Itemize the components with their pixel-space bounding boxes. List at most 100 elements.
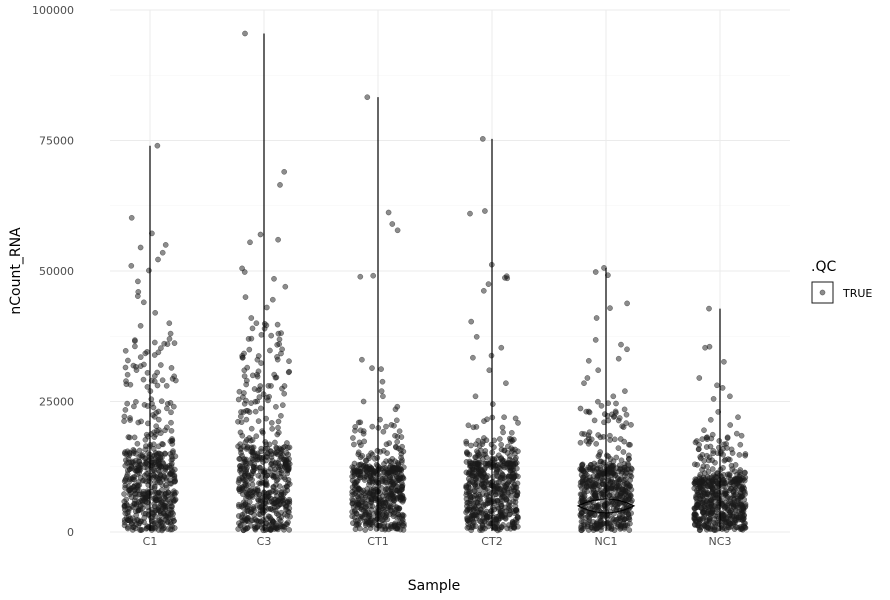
data-point <box>167 330 174 337</box>
data-point <box>694 461 701 468</box>
data-point <box>590 486 597 493</box>
data-point <box>244 508 250 514</box>
data-point <box>249 372 256 379</box>
data-point <box>353 510 360 517</box>
data-point <box>143 431 150 438</box>
data-point <box>400 527 407 533</box>
data-point <box>123 501 130 507</box>
data-point <box>131 482 138 489</box>
data-point <box>500 429 506 436</box>
data-point <box>496 513 502 520</box>
data-point <box>143 471 150 477</box>
data-point <box>595 453 602 460</box>
data-point <box>282 476 289 483</box>
data-point <box>695 446 702 453</box>
data-point <box>254 373 261 380</box>
data-point <box>495 505 502 512</box>
data-point <box>498 441 505 448</box>
data-point <box>380 506 387 513</box>
violins <box>149 33 721 531</box>
data-point <box>154 369 161 376</box>
data-point <box>165 489 172 496</box>
data-point <box>138 527 144 533</box>
data-point <box>258 331 265 338</box>
data-point <box>121 418 127 424</box>
data-point <box>503 508 509 515</box>
data-point <box>124 448 131 455</box>
data-point <box>702 344 708 351</box>
data-point <box>250 506 257 512</box>
data-point <box>169 437 176 444</box>
data-point <box>512 495 519 502</box>
data-point <box>478 507 484 513</box>
data-point <box>140 376 147 383</box>
data-point <box>731 526 738 532</box>
data-point <box>137 354 144 360</box>
data-point <box>279 346 285 353</box>
data-point <box>514 480 521 487</box>
data-point <box>586 409 593 416</box>
data-point <box>512 456 519 463</box>
data-point <box>712 459 718 466</box>
data-point <box>286 358 292 365</box>
data-point <box>285 465 292 472</box>
data-point <box>512 415 519 422</box>
data-point <box>623 420 630 426</box>
data-point <box>740 488 747 494</box>
data-point <box>707 416 714 423</box>
data-point <box>515 448 521 455</box>
data-point <box>255 368 262 375</box>
data-point <box>245 472 252 479</box>
data-point <box>709 486 716 492</box>
data-point <box>165 496 171 503</box>
data-point <box>386 440 393 446</box>
data-point <box>132 337 138 343</box>
data-point <box>611 436 618 443</box>
data-point <box>484 513 491 520</box>
data-point <box>249 481 256 488</box>
data-point <box>611 527 618 534</box>
data-point <box>250 464 257 470</box>
data-point <box>168 365 175 371</box>
data-point <box>700 509 707 516</box>
data-point <box>625 456 632 462</box>
data-point <box>278 523 284 530</box>
data-point <box>163 382 170 389</box>
data-point <box>276 336 283 343</box>
data-point <box>278 412 284 419</box>
data-point <box>284 440 290 446</box>
data-point <box>287 513 293 520</box>
data-point <box>122 347 129 354</box>
data-point <box>144 369 151 376</box>
data-point <box>615 355 622 362</box>
data-point <box>129 515 136 522</box>
data-point <box>486 367 493 374</box>
data-point <box>624 346 630 353</box>
data-point <box>399 482 406 488</box>
data-point <box>257 507 264 514</box>
data-point <box>136 470 142 476</box>
data-point <box>159 482 166 488</box>
data-point <box>501 447 508 454</box>
data-point <box>157 362 164 368</box>
data-point <box>728 446 735 453</box>
data-point <box>274 354 280 360</box>
data-point <box>126 466 133 473</box>
x-tick-label: NC3 <box>709 535 732 548</box>
data-point <box>241 373 248 379</box>
x-axis-ticks: C1 C3 CT1 CT2 NC1 NC3 <box>143 535 732 548</box>
data-point <box>246 409 253 415</box>
data-point <box>243 377 250 384</box>
x-tick-label: C1 <box>143 535 158 548</box>
data-point <box>380 447 387 454</box>
data-point <box>583 476 590 482</box>
data-point <box>158 499 165 506</box>
data-point <box>719 385 726 391</box>
data-point <box>134 440 141 447</box>
data-point <box>712 521 719 528</box>
data-point <box>268 420 275 426</box>
data-point <box>740 515 747 522</box>
data-point <box>624 300 630 307</box>
data-point <box>506 499 513 506</box>
data-point <box>495 452 502 459</box>
